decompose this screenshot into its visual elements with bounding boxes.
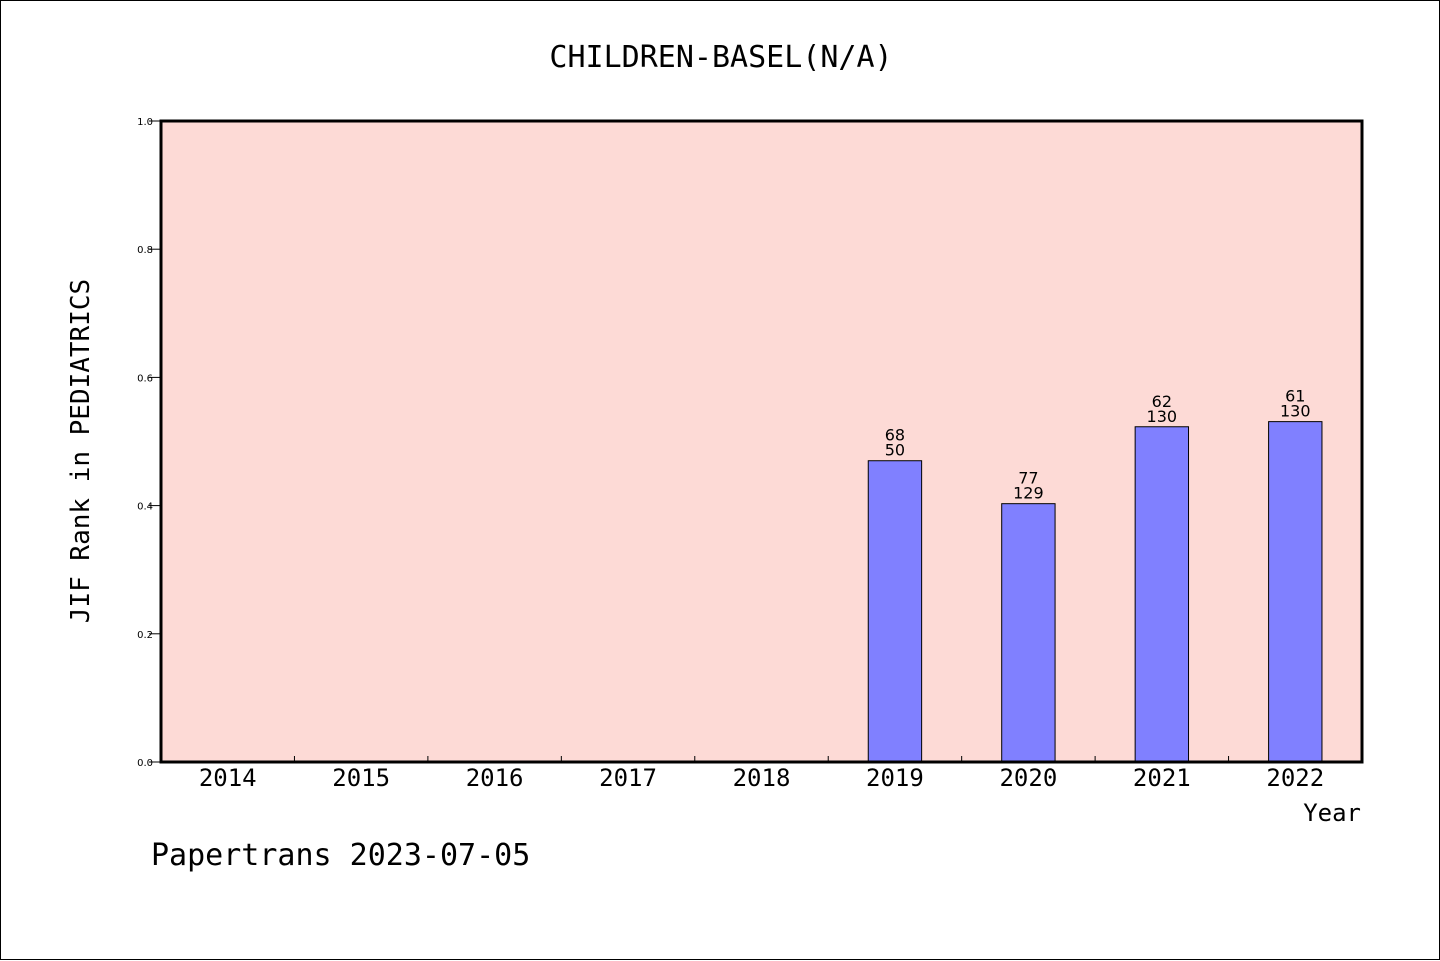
bar-label-rank: 62 bbox=[1152, 392, 1172, 411]
x-tick-label: 2022 bbox=[1266, 764, 1324, 792]
bar-2020 bbox=[1001, 503, 1056, 763]
bar-label-rank: 61 bbox=[1285, 387, 1305, 406]
x-axis: 2014 2015 2016 2017 2018 2019 2020 2021 2022 bbox=[199, 756, 1324, 792]
bar-2019 bbox=[867, 460, 923, 763]
y-tick-label: 0.8 bbox=[137, 245, 153, 256]
y-tick-label: 0.2 bbox=[137, 630, 153, 641]
x-tick-label: 2015 bbox=[332, 764, 390, 792]
y-tick-label: 0.0 bbox=[137, 758, 153, 769]
bar-label-total: 50 bbox=[885, 441, 905, 460]
x-tick-label: 2021 bbox=[1133, 764, 1191, 792]
x-tick-label: 2018 bbox=[733, 764, 791, 792]
x-tick-label: 2014 bbox=[199, 764, 257, 792]
y-tick-label: 1.0 bbox=[137, 117, 153, 128]
x-tick-label: 2020 bbox=[999, 764, 1057, 792]
bar-2021 bbox=[1134, 426, 1190, 763]
x-tick-label: 2016 bbox=[466, 764, 524, 792]
bar-label-total: 129 bbox=[1013, 484, 1044, 503]
bar-label-rank: 77 bbox=[1018, 469, 1038, 488]
bar-series bbox=[867, 421, 1323, 763]
plot-border bbox=[159, 119, 1364, 764]
x-tick-label: 2019 bbox=[866, 764, 924, 792]
x-tick-label: 2017 bbox=[599, 764, 657, 792]
y-tick-label: 0.6 bbox=[137, 373, 153, 384]
bar-label-total: 130 bbox=[1280, 402, 1311, 421]
chart-title: CHILDREN-BASEL(N/A) bbox=[549, 40, 892, 75]
bar-2022 bbox=[1268, 421, 1323, 763]
y-tick-label: 0.4 bbox=[137, 502, 153, 513]
bar-label-rank: 68 bbox=[885, 426, 905, 445]
footer-credit: Papertrans 2023-07-05 bbox=[151, 838, 530, 873]
bar-label-total: 130 bbox=[1147, 407, 1178, 426]
y-axis: 0.0 0.2 0.4 0.6 0.8 1.0 bbox=[137, 117, 161, 769]
y-axis-label: JIF Rank in PEDIATRICS bbox=[66, 279, 96, 623]
x-axis-label: Year bbox=[1303, 799, 1361, 827]
